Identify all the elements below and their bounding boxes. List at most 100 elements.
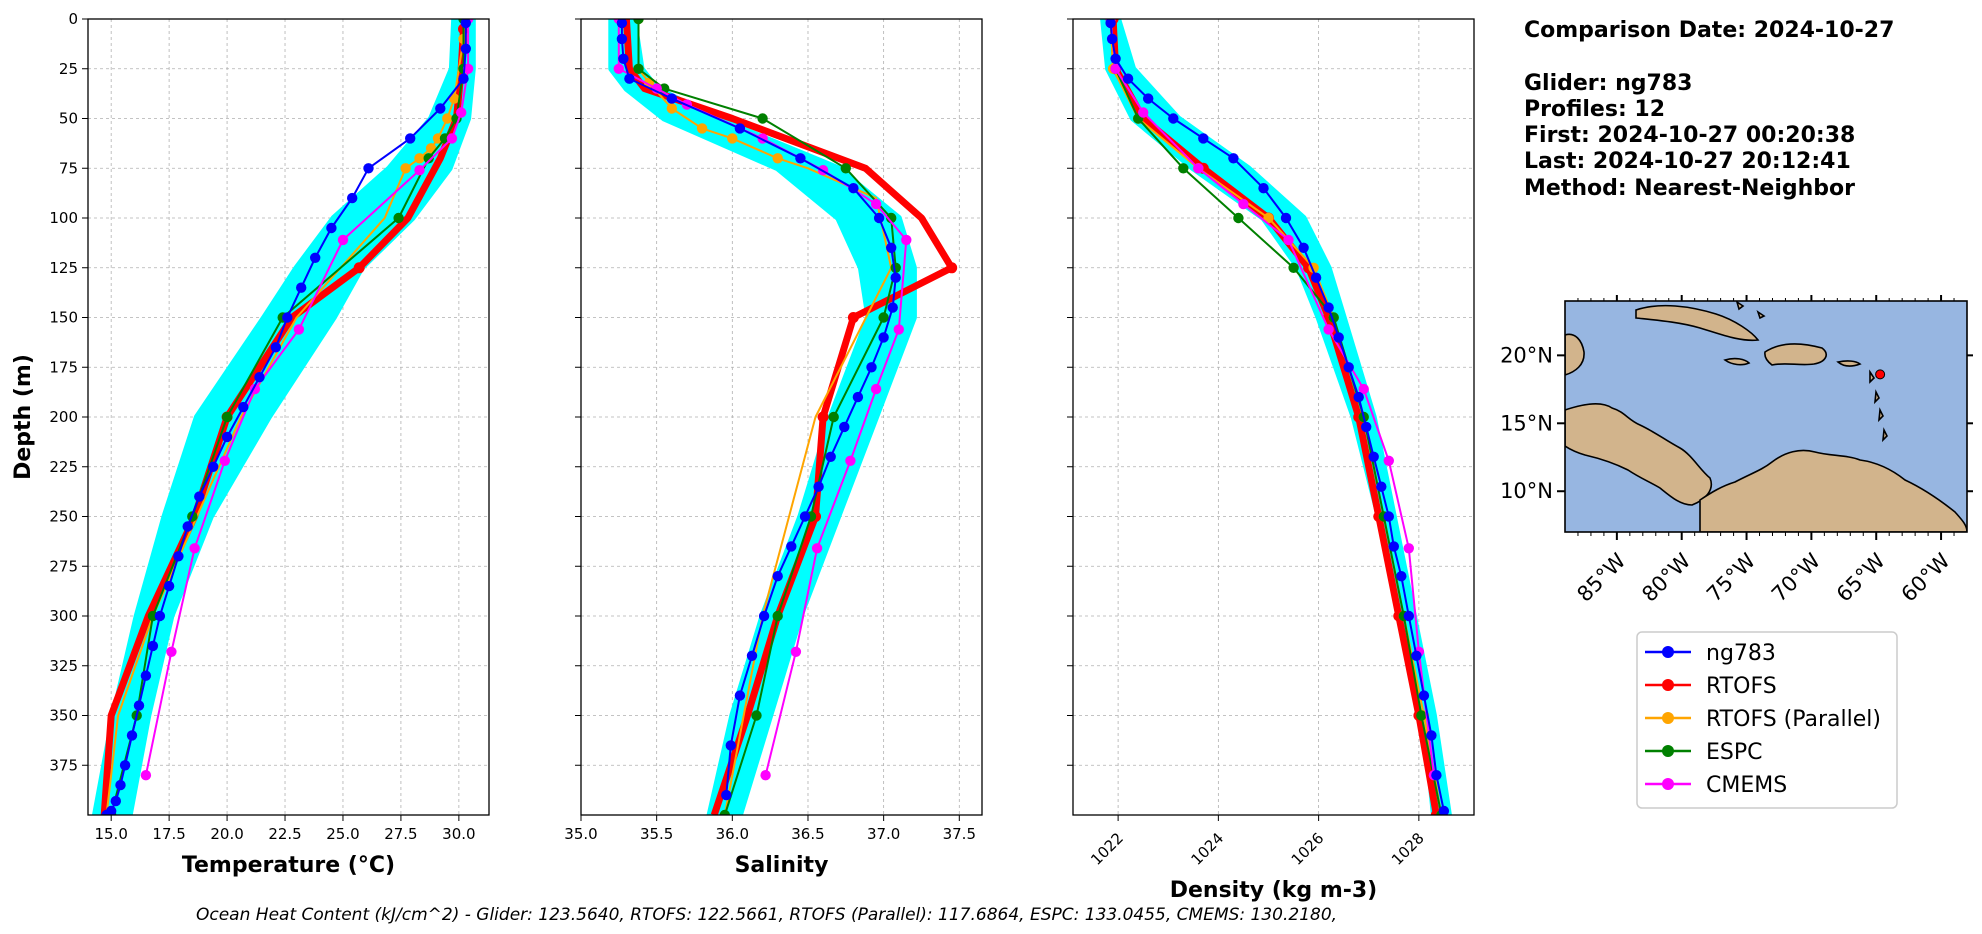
series-glider (101, 19, 471, 815)
data-point-glider (435, 103, 446, 114)
data-point-rtofs_parallel (772, 153, 783, 164)
data-point-glider (734, 690, 746, 701)
data-point-glider (133, 700, 145, 711)
legend-swatch-marker (1662, 712, 1674, 724)
series-glider (616, 19, 901, 801)
info-first: First: 2024-10-27 00:20:38 (1524, 123, 1855, 148)
data-point-glider (1298, 242, 1309, 253)
series-line-rtofs (622, 19, 956, 815)
legend-item-espc: ESPC (1645, 740, 1763, 765)
data-point-espc (886, 212, 897, 224)
data-point-cmems (1110, 63, 1121, 74)
data-point-espc (1288, 262, 1299, 273)
data-point-rtofs (847, 312, 859, 323)
data-point-glider (721, 789, 732, 801)
data-point-glider (115, 779, 126, 791)
x-tick-label: 17.5 (152, 825, 185, 843)
map-lon-label: 75°W (1702, 548, 1760, 606)
data-point-glider (1168, 113, 1179, 124)
data-point-glider (208, 461, 219, 472)
data-point-espc (828, 411, 839, 423)
y-tick-label: 375 (49, 756, 78, 774)
data-point-espc (757, 113, 768, 124)
data-point-glider (1105, 19, 1116, 29)
data-point-glider (1333, 332, 1344, 343)
data-point-rtofs_parallel (449, 93, 460, 104)
data-point-cmems (870, 198, 882, 210)
data-point-cmems (893, 324, 904, 335)
data-point-glider (873, 212, 885, 224)
x-tick-label: 36.0 (716, 825, 749, 843)
series-line-glider (620, 23, 897, 796)
data-point-cmems (1283, 234, 1294, 246)
data-point-cmems (337, 234, 349, 246)
data-point-glider (173, 551, 184, 562)
y-tick-label: 325 (49, 657, 78, 675)
data-point-espc (633, 19, 644, 25)
y-tick-label: 125 (49, 259, 78, 277)
data-point-glider (1198, 133, 1209, 144)
data-point-glider (624, 73, 635, 84)
map-land (1565, 301, 1967, 532)
data-point-glider (1376, 481, 1387, 492)
series-line-glider (1109, 22, 1445, 812)
data-point-glider (1438, 805, 1450, 815)
legend-label: RTOFS (1706, 674, 1777, 699)
series-line-cmems (144, 19, 470, 776)
data-point-glider (1411, 650, 1422, 661)
x-tick-label: 27.5 (384, 825, 417, 843)
y-tick-label: 100 (49, 209, 78, 227)
series-line-cmems (1109, 19, 1435, 776)
data-point-glider (878, 332, 889, 343)
y-tick-label: 50 (59, 110, 78, 128)
data-point-cmems (1138, 107, 1149, 118)
map-lat-label: 10°N (1500, 479, 1553, 503)
legend-item-rtofs_parallel: RTOFS (Parallel) (1645, 707, 1881, 732)
data-point-rtofs_parallel (666, 103, 677, 114)
x-tick-label: 1028 (1388, 829, 1428, 869)
data-point-glider (126, 730, 138, 741)
data-point-espc (840, 163, 851, 174)
data-point-glider (887, 302, 898, 313)
data-point-glider (890, 272, 901, 283)
y-tick-label: 0 (68, 10, 78, 28)
data-point-glider (182, 521, 193, 532)
data-point-cmems (293, 324, 305, 335)
data-point-glider (1258, 183, 1269, 194)
ohc-footer: Ocean Heat Content (kJ/cm^2) - Glider: 1… (196, 905, 1337, 925)
data-point-glider (460, 43, 471, 54)
glider-location-marker (1875, 369, 1886, 380)
legend-swatch-marker (1662, 778, 1674, 790)
data-point-glider (1106, 33, 1118, 45)
series-line-cmems (617, 19, 908, 776)
series-espc (633, 19, 901, 815)
y-tick-label: 350 (49, 707, 78, 725)
data-point-rtofs_parallel (414, 153, 425, 164)
y-tick-label: 275 (49, 557, 78, 575)
data-point-glider (746, 650, 758, 661)
data-point-glider (154, 610, 166, 622)
data-point-glider (772, 571, 783, 582)
series-line-espc (1109, 19, 1443, 815)
x-tick-label: 1026 (1288, 829, 1328, 869)
x-tick-label: 20.0 (210, 825, 243, 843)
profile-panel-2: 35.0 35.5 36.0 36.5 37.0 37.5 Salinity (564, 18, 983, 878)
data-point-cmems (870, 383, 882, 395)
data-point-espc (393, 212, 404, 224)
legend-label: ESPC (1706, 740, 1763, 765)
data-point-rtofs_parallel (1263, 212, 1274, 224)
y-tick-label: 175 (49, 358, 78, 376)
series-cmems (140, 19, 474, 781)
x-tick-label: 37.0 (867, 825, 900, 843)
data-point-espc (423, 153, 434, 164)
data-point-glider (270, 342, 281, 353)
data-point-glider (1418, 690, 1430, 701)
data-point-glider (140, 670, 152, 681)
data-point-cmems (1238, 198, 1249, 210)
info-glider: Glider: ng783 (1524, 71, 1692, 96)
data-point-cmems (1193, 163, 1204, 174)
data-point-glider (1368, 451, 1379, 462)
x-tick-label: 35.0 (564, 825, 597, 843)
data-point-glider (825, 451, 836, 462)
data-point-cmems (1358, 383, 1369, 395)
